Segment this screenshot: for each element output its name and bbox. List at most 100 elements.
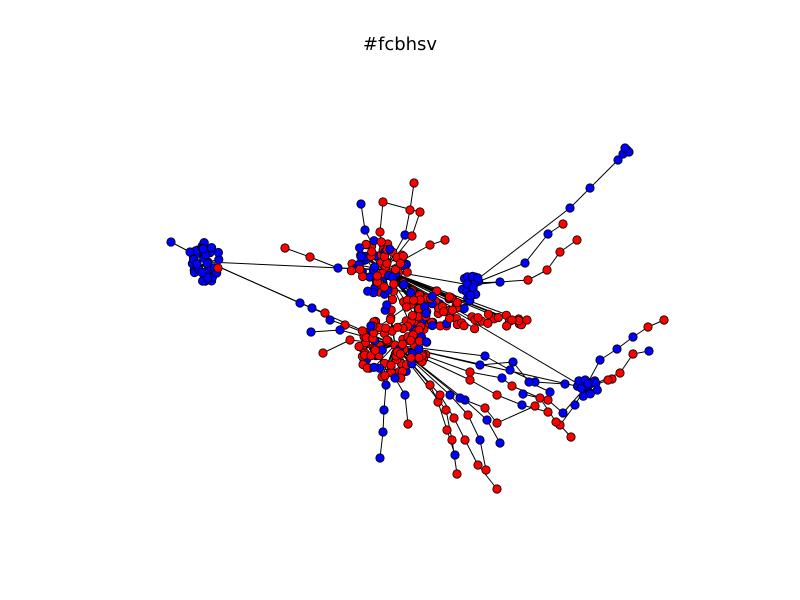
graph-node-red (566, 432, 576, 442)
graph-node-blue (379, 405, 389, 415)
graph-node-blue (450, 450, 460, 460)
graph-node-blue (497, 373, 507, 383)
graph-edge (445, 409, 453, 441)
graph-edge (469, 371, 503, 379)
graph-node-red (389, 279, 399, 289)
graph-node-blue (565, 203, 575, 213)
graph-node-blue (465, 290, 475, 300)
graph-node-blue (576, 383, 587, 393)
graph-node-blue (325, 315, 335, 325)
graph-node-blue (166, 237, 176, 247)
graph-node-blue (628, 332, 638, 342)
graph-node-blue (445, 390, 455, 400)
graph-node-blue (385, 244, 395, 254)
graph-node-red (409, 295, 419, 305)
graph-node-blue (545, 387, 555, 397)
graph-node-blue (378, 427, 388, 437)
graph-node-red (628, 349, 638, 359)
graph-node-red (460, 435, 470, 445)
graph-node-red (444, 292, 454, 302)
graph-edge (524, 233, 549, 264)
graph-node-red (530, 401, 540, 411)
graph-node-blue (370, 262, 380, 272)
graph-node-red (492, 484, 502, 494)
graph-node-red (405, 205, 415, 215)
graph-node-red (444, 313, 455, 323)
graph-node-red (558, 219, 568, 229)
graph-node-red (280, 243, 290, 253)
graph-node-red (390, 264, 401, 275)
graph-edge (479, 439, 487, 471)
figure-title: #fcbhsv (362, 34, 438, 55)
graph-node-red (555, 247, 565, 257)
graph-node-blue (585, 183, 595, 193)
graph-node-blue (382, 300, 392, 310)
graph-edge (464, 439, 479, 466)
graph-node-red (346, 266, 356, 276)
graph-node-red (483, 309, 493, 319)
graph-node-blue (592, 385, 602, 395)
graph-edge (394, 344, 461, 399)
graph-node-red (367, 247, 377, 257)
graph-node-blue (508, 357, 518, 367)
graph-node-red (407, 231, 417, 241)
graph-node-red (449, 413, 459, 423)
graph-edge (379, 201, 384, 233)
graph-node-blue (583, 379, 593, 389)
graph-edge (464, 399, 488, 421)
graph-node-red (551, 417, 561, 427)
node-layer (166, 143, 669, 494)
graph-node-blue (455, 393, 465, 403)
graph-node-blue (414, 344, 424, 354)
graph-node-red (345, 335, 355, 345)
graph-node-blue (475, 435, 485, 445)
graph-node-red (320, 308, 330, 318)
graph-node-red (406, 335, 416, 345)
graph-node-red (318, 348, 328, 358)
graph-node-red (492, 418, 502, 428)
graph-node-red (452, 297, 462, 308)
graph-node-blue (202, 258, 212, 269)
graph-node-red (535, 393, 545, 403)
graph-node-red (379, 282, 389, 292)
graph-node-red (522, 315, 532, 325)
graph-edge (469, 379, 498, 396)
graph-node-red (442, 425, 452, 435)
graph-node-red (465, 375, 475, 385)
graph-node-red (407, 310, 418, 321)
graph-node-blue (421, 337, 431, 347)
graph-node-red (465, 367, 475, 377)
graph-node-blue (356, 252, 366, 262)
graph-node-red (213, 263, 223, 273)
graph-node-blue (335, 325, 345, 335)
graph-node-blue (198, 244, 208, 254)
graph-edge (499, 279, 529, 283)
graph-node-blue (517, 400, 527, 410)
graph-node-red (378, 197, 388, 207)
graph-node-red (543, 395, 553, 405)
graph-node-red (435, 390, 445, 400)
graph-node-red (425, 240, 435, 250)
graph-edge (469, 207, 571, 286)
graph-node-blue (475, 360, 485, 370)
graph-node-red (401, 302, 412, 312)
graph-node-blue (390, 373, 400, 383)
graph-node-red (355, 264, 365, 274)
graph-node-red (375, 227, 385, 237)
graph-edge (534, 381, 566, 385)
graph-node-blue (369, 362, 379, 372)
graph-node-blue (427, 320, 437, 331)
graph-node-red (402, 267, 412, 277)
graph-node-blue (375, 453, 385, 463)
graph-node-red (452, 469, 462, 479)
graph-node-red (380, 371, 390, 381)
graph-node-red (370, 345, 380, 355)
graph-node-red (473, 460, 483, 470)
graph-node-red (425, 380, 435, 390)
graph-node-red (507, 315, 517, 325)
graph-node-blue (543, 229, 553, 239)
graph-edge (496, 405, 536, 424)
graph-node-red (415, 207, 425, 217)
graph-edge (467, 414, 481, 441)
graph-node-red (542, 265, 552, 275)
